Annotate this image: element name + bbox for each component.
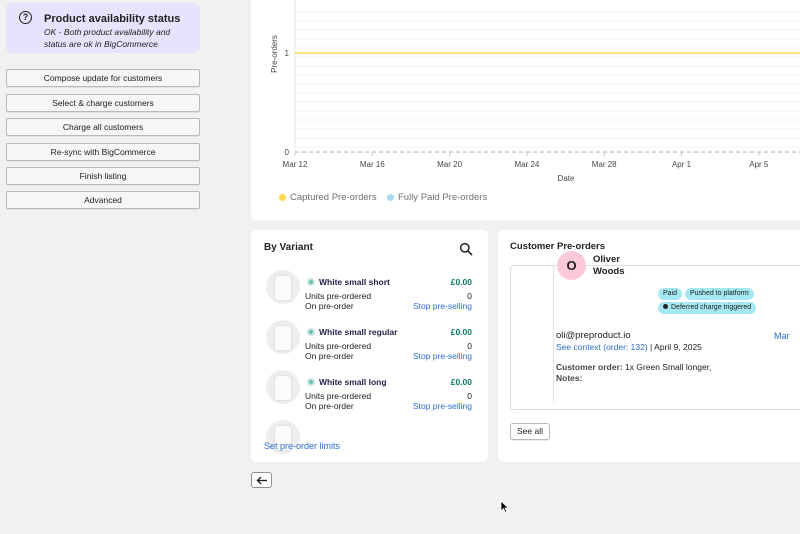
- legend-dot-captured: [279, 194, 286, 201]
- variant-name[interactable]: White small short: [319, 277, 390, 287]
- mouse-cursor-icon: [500, 500, 509, 513]
- y-axis-label: Pre-orders: [270, 35, 279, 73]
- truncated-link[interactable]: Mar: [774, 331, 790, 341]
- customer-preorders-title: Customer Pre-orders: [510, 241, 606, 252]
- x-tick-label: Mar 20: [437, 160, 462, 169]
- notes-label: Notes:: [556, 373, 583, 383]
- avatar: O: [557, 251, 586, 280]
- finish-listing-button[interactable]: Finish listing: [6, 167, 200, 185]
- question-circle-icon: ?: [19, 11, 32, 24]
- deferred-charge-label: Deferred charge triggered: [671, 304, 752, 311]
- arrow-left-icon: [256, 476, 267, 485]
- variant-status-dot: [307, 378, 315, 386]
- units-count: 0: [467, 341, 472, 351]
- preorder-entry: [510, 265, 800, 410]
- preorders-chart: Pre-orders 0 1 Mar 12 Mar 16 Mar 20 Mar 24 Mar …: [270, 0, 800, 183]
- variant-status-dot: [307, 278, 315, 286]
- deferred-charge-badge: Deferred charge triggered: [658, 302, 757, 314]
- variant-name[interactable]: White small regular: [319, 327, 398, 337]
- badge-dot-icon: [663, 304, 668, 310]
- x-axis-label: Date: [558, 174, 575, 183]
- units-count: 0: [467, 291, 472, 301]
- customer-name: Oliver Woods: [593, 254, 625, 277]
- order-date: April 9, 2025: [654, 342, 702, 352]
- x-tick-label: Apr 5: [749, 160, 769, 169]
- variant-price: £0.00: [450, 327, 472, 337]
- variant-row-partial: [251, 420, 488, 460]
- legend-item-captured[interactable]: Captured Pre-orders: [279, 192, 377, 203]
- customer-preorders-card: Customer Pre-orders O Oliver Woods Paid …: [498, 230, 800, 462]
- customer-email: oli@preproduct.io: [556, 330, 631, 341]
- variant-thumbnail: [266, 270, 300, 304]
- pushed-badge: Pushed to platform: [685, 288, 754, 300]
- units-label: Units pre-ordered: [305, 391, 372, 401]
- resync-button[interactable]: Re-sync with BigCommerce: [6, 143, 200, 161]
- variant-row: White small regular £0.00 Units pre-orde…: [251, 320, 488, 370]
- search-icon[interactable]: [459, 242, 473, 256]
- variant-thumbnail: [266, 320, 300, 354]
- x-tick-label: Mar 12: [283, 160, 308, 169]
- variant-row: White small long £0.00 Units pre-ordered…: [251, 370, 488, 420]
- context-line: See context (order: 132) | April 9, 2025: [556, 342, 702, 352]
- variant-thumbnail: [266, 370, 300, 404]
- customer-order-line: Customer order: 1x Green Small longer,: [556, 362, 711, 372]
- stop-preselling-link[interactable]: Stop pre-selling: [412, 301, 472, 311]
- status-label: On pre-order: [305, 401, 354, 411]
- see-context-link[interactable]: See context (order: 132): [556, 342, 648, 352]
- units-label: Units pre-ordered: [305, 341, 372, 351]
- stop-preselling-link[interactable]: Stop pre-selling: [412, 401, 472, 411]
- paid-badge: Paid: [658, 288, 683, 300]
- legend-label-fully-paid: Fully Paid Pre-orders: [398, 192, 488, 203]
- compose-update-button[interactable]: Compose update for customers: [6, 69, 200, 87]
- x-tick-label: Mar 16: [360, 160, 385, 169]
- legend-label-captured: Captured Pre-orders: [290, 192, 377, 203]
- variant-thumbnail: [266, 420, 300, 454]
- variant-row: White small short £0.00 Units pre-ordere…: [251, 270, 488, 320]
- preorders-chart-card: Pre-orders 0 1 Mar 12 Mar 16 Mar 20 Mar 24 Mar …: [251, 0, 800, 220]
- x-tick-label: Apr 1: [672, 160, 692, 169]
- variant-name[interactable]: White small long: [319, 377, 387, 387]
- y-tick-label: 0: [285, 148, 290, 157]
- stop-preselling-link[interactable]: Stop pre-selling: [412, 351, 472, 361]
- x-tick-label: Mar 24: [514, 160, 539, 169]
- availability-status-banner: ? Product availability status OK - Both …: [6, 3, 200, 53]
- status-description: OK - Both product availability and statu…: [44, 27, 171, 49]
- separator: |: [650, 342, 653, 352]
- variant-status-dot: [307, 328, 315, 336]
- status-title: Product availability status: [44, 13, 181, 25]
- entry-divider: [553, 266, 554, 403]
- variant-price: £0.00: [450, 377, 472, 387]
- x-tick-label: Mar 28: [592, 160, 617, 169]
- select-charge-button[interactable]: Select & charge customers: [6, 94, 200, 112]
- variant-list: White small short £0.00 Units pre-ordere…: [251, 270, 488, 460]
- units-count: 0: [467, 391, 472, 401]
- status-label: On pre-order: [305, 301, 354, 311]
- by-variant-card: By Variant White small short £0.00 Units…: [251, 230, 488, 462]
- variant-price: £0.00: [450, 277, 472, 287]
- customer-order-label: Customer order:: [556, 362, 623, 372]
- customer-order-value: 1x Green Small longer,: [624, 362, 712, 372]
- y-tick-label: 1: [285, 49, 290, 58]
- legend-dot-fully-paid: [387, 194, 394, 201]
- see-all-button[interactable]: See all: [510, 423, 550, 440]
- status-label: On pre-order: [305, 351, 354, 361]
- legend-item-fully-paid[interactable]: Fully Paid Pre-orders: [387, 192, 487, 203]
- units-label: Units pre-ordered: [305, 291, 372, 301]
- advanced-button[interactable]: Advanced: [6, 191, 200, 209]
- charge-all-button[interactable]: Charge all customers: [6, 118, 200, 136]
- back-button[interactable]: [251, 472, 272, 488]
- by-variant-title: By Variant: [264, 242, 313, 253]
- set-preorder-limits-link[interactable]: Set pre-order limits: [264, 441, 341, 451]
